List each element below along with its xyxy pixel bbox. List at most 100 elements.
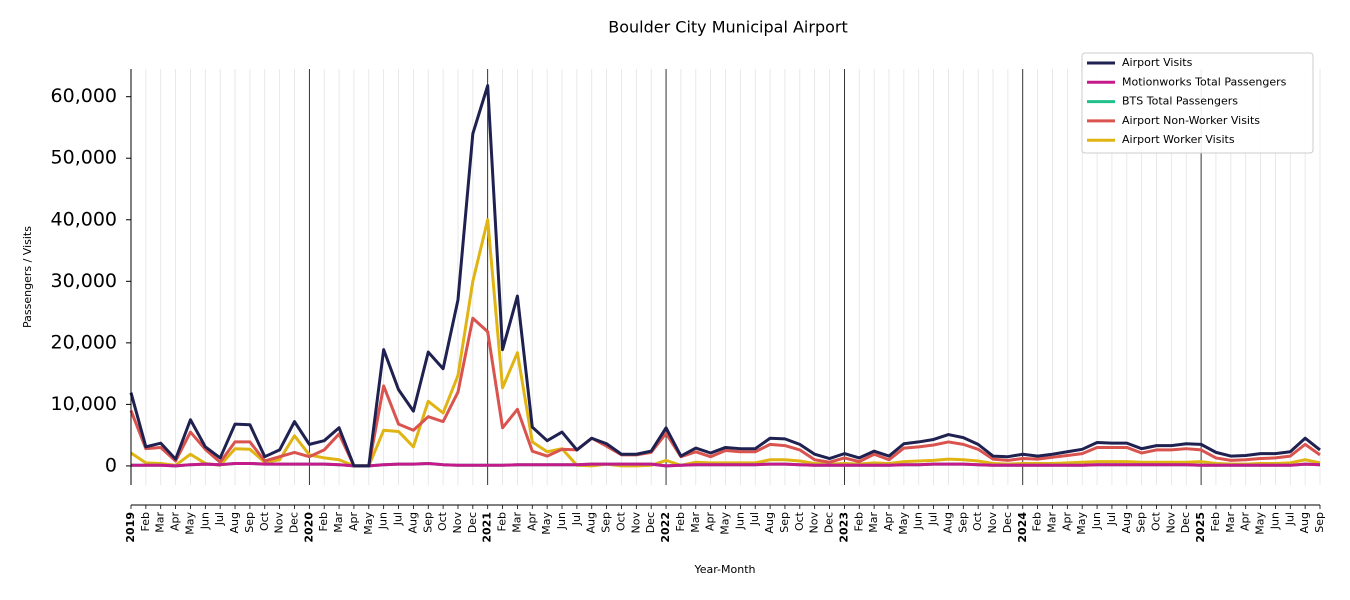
x-tick-label: Jul (392, 512, 405, 526)
x-tick-label: Feb (139, 512, 152, 531)
x-tick-label: Mar (1045, 512, 1058, 533)
x-tick-label: Feb (1209, 512, 1222, 531)
x-tick-label: Jul (748, 512, 761, 526)
x-tick-label: Sep (956, 512, 969, 533)
legend: Airport Visits Motionworks Total Passenge… (1081, 52, 1314, 154)
x-tick-label: May (1254, 512, 1267, 535)
x-tick-label: Oct (258, 511, 271, 531)
x-axis-label: Year-Month (693, 563, 755, 576)
lines (129, 84, 1321, 468)
x-tick-label: Feb (852, 512, 865, 531)
series-line (129, 84, 1321, 468)
x-tick-label: Feb (317, 512, 330, 531)
x-tick-label: Nov (629, 512, 642, 534)
legend-label: Airport Worker Visits (1122, 133, 1235, 146)
x-tick-label: Aug (763, 512, 776, 533)
x-tick-label: Sep (1313, 512, 1326, 533)
x-tick-label: Nov (273, 512, 286, 534)
legend-label: Motionworks Total Passengers (1122, 75, 1287, 88)
legend-label: Airport Visits (1122, 56, 1193, 69)
x-tick-label: May (1075, 512, 1088, 535)
x-tick-label: 2024 (1016, 512, 1029, 543)
x-tick-label: Jun (912, 512, 925, 530)
x-tick-label: Oct (436, 511, 449, 531)
legend-label: Airport Non-Worker Visits (1122, 114, 1260, 127)
x-tick-label: Apr (347, 512, 360, 532)
x-tick-label: Apr (704, 512, 717, 532)
x-tick-label: Jun (377, 512, 390, 530)
x-tick-label: Dec (644, 512, 657, 533)
x-tick-label: Apr (169, 512, 182, 532)
legend-label: BTS Total Passengers (1122, 95, 1238, 108)
x-tick-label: Apr (882, 512, 895, 532)
x-tick-label: Dec (466, 512, 479, 533)
x-tick-label: 2019 (124, 512, 137, 543)
x-tick-label: Jun (733, 512, 746, 530)
x-tick-label: May (183, 512, 196, 535)
x-tick-label: Apr (1239, 512, 1252, 532)
x-tick-label: Feb (496, 512, 509, 531)
x-tick-label: Jul (1105, 512, 1118, 526)
x-tick-label: Oct (614, 511, 627, 531)
x-tick-label: Mar (867, 512, 880, 533)
x-tick-label: Nov (1164, 512, 1177, 534)
legend-box (1081, 52, 1314, 154)
x-tick-label: Aug (228, 512, 241, 533)
y-tick-label: 0 (105, 454, 117, 476)
x-tick-label: 2023 (837, 512, 850, 543)
x-tick-label: Aug (1120, 512, 1133, 533)
grid (130, 69, 1321, 485)
x-tick-label: Dec (287, 512, 300, 533)
x-tick-label: Jul (213, 512, 226, 526)
x-tick-label: Aug (1298, 512, 1311, 533)
x-tick-label: May (540, 512, 553, 535)
x-tick-label: Aug (941, 512, 954, 533)
x-tick-label: Mar (510, 512, 523, 533)
x-tick-label: Jul (570, 512, 583, 526)
x-tick-label: Mar (689, 512, 702, 533)
x-tick-label: Oct (793, 511, 806, 531)
x-tick-label: Sep (778, 512, 791, 533)
x-tick-label: Nov (808, 512, 821, 534)
x-tick-label: Mar (154, 512, 167, 533)
chart-title: Boulder City Municipal Airport (608, 18, 848, 37)
x-tick-label: Sep (600, 512, 613, 533)
x-tick-label: Jul (1283, 512, 1296, 526)
x-tick-label: Feb (1031, 512, 1044, 531)
x-tick-label: Jun (1090, 512, 1103, 530)
y-axis-label: Passengers / Visits (21, 226, 34, 328)
x-tick-label: Aug (585, 512, 598, 533)
x-tick-label: Mar (332, 512, 345, 533)
x-tick-label: Sep (243, 512, 256, 533)
y-tick-label: 50,000 (51, 147, 117, 169)
x-tick-label: May (719, 512, 732, 535)
x-tick-label: Feb (674, 512, 687, 531)
series-line (129, 316, 1321, 468)
series-line (131, 461, 1321, 468)
y-tick-label: 40,000 (51, 208, 117, 230)
x-tick-label: Apr (1060, 512, 1073, 532)
x-tick-label: Dec (1179, 512, 1192, 533)
x-tick-label: Nov (986, 512, 999, 534)
x-tick-label: Apr (525, 512, 538, 532)
x-tick-label: Sep (421, 512, 434, 533)
x-tick-label: Oct (971, 511, 984, 531)
x-tick-label: Jun (1268, 512, 1281, 530)
x-tick-label: Oct (1150, 511, 1163, 531)
x-tick-label: Jul (927, 512, 940, 526)
x-tick-label: 2025 (1194, 512, 1207, 543)
x-tick-label: Mar (1224, 512, 1237, 533)
x-tick-label: Jun (555, 512, 568, 530)
y-tick-label: 20,000 (51, 331, 117, 353)
y-tick-label: 10,000 (51, 393, 117, 415)
x-tick-label: 2022 (659, 512, 672, 543)
x-tick-label: May (897, 512, 910, 535)
x-tick-label: Dec (823, 512, 836, 533)
x-tick-label: Aug (406, 512, 419, 533)
x-tick-label: 2020 (302, 512, 315, 543)
x-tick-label: Nov (451, 512, 464, 534)
x-tick-label: Sep (1135, 512, 1148, 533)
series-line (130, 218, 1321, 468)
x-tick-label: 2021 (481, 512, 494, 543)
